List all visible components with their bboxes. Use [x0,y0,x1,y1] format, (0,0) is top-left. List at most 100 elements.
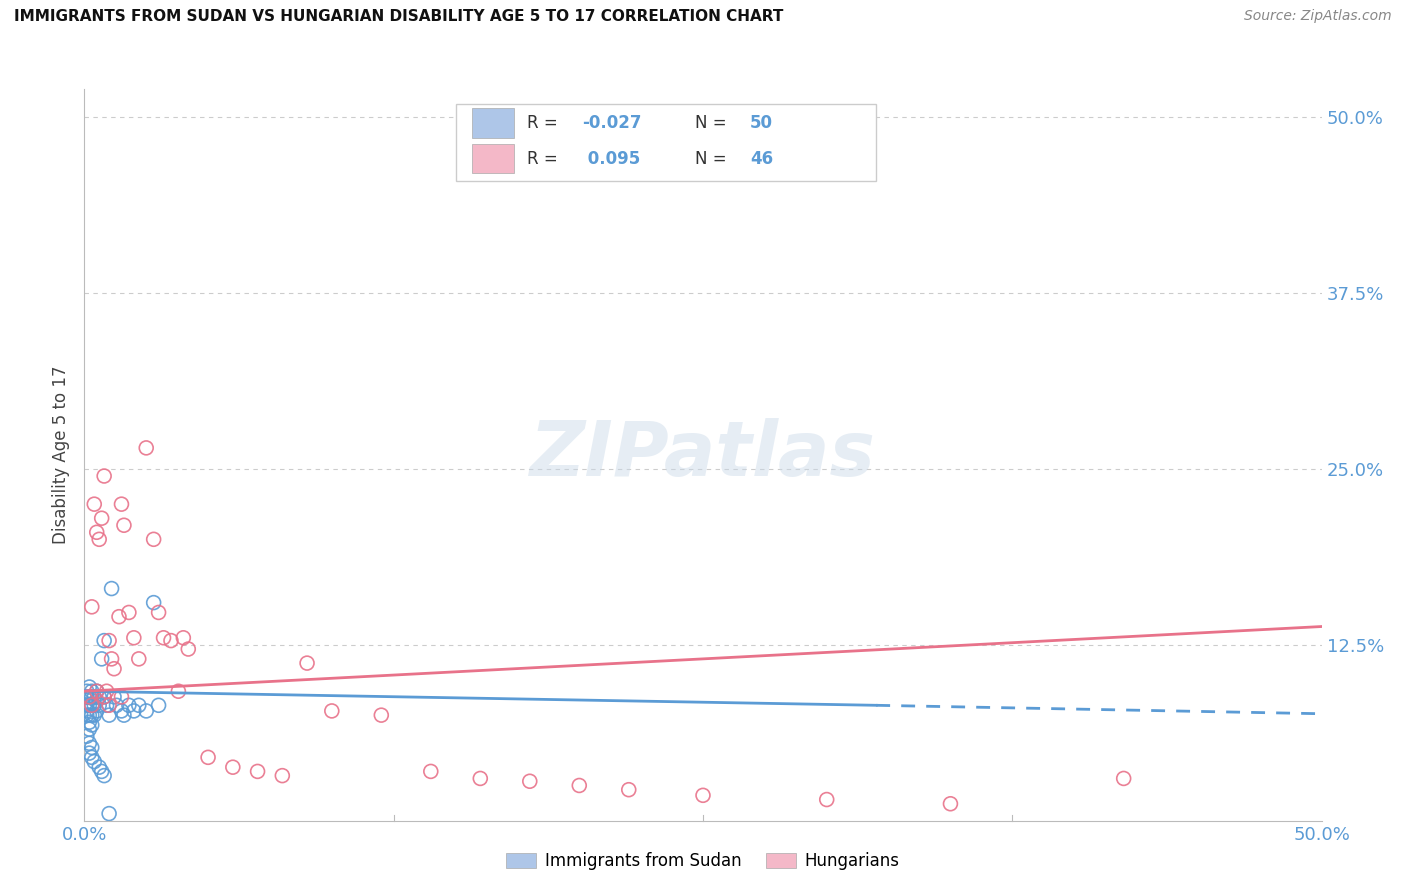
Point [80,698,103,713]
Point [222,760,245,774]
Point [692,789,714,803]
Point [122,631,145,645]
Point [112,518,135,533]
Point [89,698,111,713]
Point [103,690,125,704]
Point [79,698,101,713]
Text: Source: ZipAtlas.com: Source: ZipAtlas.com [1244,9,1392,23]
Point [79,746,101,760]
Point [86,684,108,698]
Point [80,599,103,614]
Point [79,723,101,737]
Point [152,631,174,645]
Point [79,690,101,704]
Point [246,764,269,779]
Point [815,792,838,806]
Point [118,698,141,713]
Point [142,596,165,610]
Point [79,690,101,704]
Point [135,441,157,455]
Point [98,806,121,821]
Point [80,708,103,723]
Point [79,715,101,730]
Point [177,642,200,657]
Point [89,533,111,547]
Point [76,729,98,743]
Point [80,698,103,713]
Point [76,704,98,718]
Point [142,533,165,547]
Point [93,633,115,648]
Point [148,606,170,620]
Point [568,779,591,793]
Point [90,652,112,666]
Point [86,525,108,540]
Point [470,772,492,786]
Point [79,736,101,750]
Point [108,609,131,624]
Point [112,708,135,723]
Point [100,652,122,666]
Point [110,704,132,718]
Point [321,704,343,718]
Point [110,497,132,511]
Point [89,690,111,704]
Point [76,708,98,723]
Text: IMMIGRANTS FROM SUDAN VS HUNGARIAN DISABILITY AGE 5 TO 17 CORRELATION CHART: IMMIGRANTS FROM SUDAN VS HUNGARIAN DISAB… [14,9,783,24]
Point [80,740,103,755]
Point [103,662,125,676]
Point [83,698,105,713]
Legend: Immigrants from Sudan, Hungarians: Immigrants from Sudan, Hungarians [498,844,908,878]
Point [83,708,105,723]
Point [128,652,150,666]
Point [79,680,101,694]
Point [519,774,541,789]
Point [86,694,108,708]
Point [76,684,98,698]
Point [172,631,194,645]
Point [86,704,108,718]
Point [98,698,121,713]
Point [90,764,112,779]
Point [83,690,105,704]
Point [1112,772,1135,786]
Point [80,684,103,698]
Point [419,764,441,779]
Point [617,782,640,797]
Point [93,769,115,783]
Point [83,497,105,511]
Point [76,698,98,713]
Point [83,755,105,769]
Point [93,690,115,704]
Point [76,690,98,704]
Point [128,698,150,713]
Point [135,704,157,718]
Point [90,511,112,525]
Point [271,769,294,783]
Text: ZIPatlas: ZIPatlas [530,418,876,491]
Point [370,708,392,723]
Point [93,469,115,483]
Point [98,633,121,648]
Point [110,690,132,704]
Point [295,656,318,670]
Point [148,698,170,713]
Point [98,708,121,723]
Point [93,690,115,704]
Point [80,718,103,732]
Y-axis label: Disability Age 5 to 17: Disability Age 5 to 17 [52,366,70,544]
Point [167,684,190,698]
Point [118,606,141,620]
Point [105,698,128,713]
Point [160,633,183,648]
Point [939,797,962,811]
Point [197,750,219,764]
Point [86,684,108,698]
Point [96,684,118,698]
Point [96,698,118,713]
Point [100,582,122,596]
Point [122,704,145,718]
Point [79,708,101,723]
Point [80,690,103,704]
Point [80,750,103,764]
